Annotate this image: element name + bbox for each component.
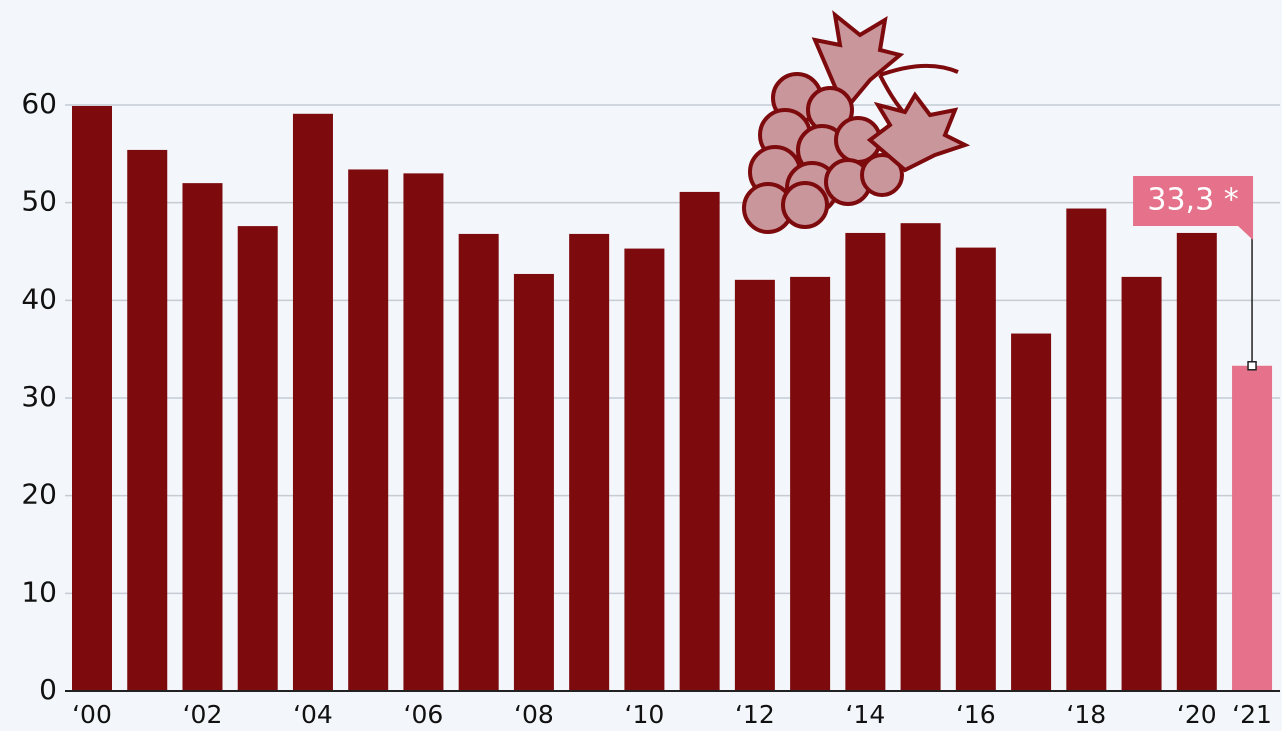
- y-tick-label: 60: [21, 87, 57, 120]
- y-tick-label: 0: [39, 673, 57, 706]
- bar: [238, 226, 278, 691]
- bar: [1011, 334, 1051, 691]
- bar: [1066, 209, 1106, 691]
- x-tick-label: ‘00: [72, 700, 112, 729]
- y-tick-label: 30: [21, 380, 57, 413]
- bar: [459, 234, 499, 691]
- value-label: 33,3 *: [1147, 183, 1238, 218]
- x-tick-label: ‘14: [845, 700, 885, 729]
- x-tick-label: ‘20: [1177, 700, 1217, 729]
- bar: [127, 150, 167, 691]
- bar: [72, 106, 112, 691]
- x-tick-label: ‘16: [956, 700, 996, 729]
- bar: [790, 277, 830, 691]
- bar: [1177, 233, 1217, 691]
- x-tick-label: ‘04: [293, 700, 333, 729]
- bar: [1232, 366, 1272, 691]
- bar: [403, 173, 443, 691]
- chart: 0 10 20 30 40 50 60 ‘00 ‘02 ‘04 ‘06 ‘08 ‘10 ‘12 ‘14 ‘16…: [0, 0, 1282, 731]
- bar: [569, 234, 609, 691]
- y-tick-label: 50: [21, 185, 57, 218]
- x-tick-label: ‘08: [514, 700, 554, 729]
- bar: [182, 183, 222, 691]
- x-tick-label: ‘06: [404, 700, 444, 729]
- x-tick-label: ‘12: [735, 700, 775, 729]
- y-tick-label: 10: [21, 575, 57, 608]
- bar: [348, 169, 388, 691]
- bar: [956, 248, 996, 691]
- bar: [845, 233, 885, 691]
- bar: [1122, 277, 1162, 691]
- bar: [680, 192, 720, 691]
- x-tick-label: ‘02: [183, 700, 223, 729]
- bar: [514, 274, 554, 691]
- x-tick-label: ‘18: [1066, 700, 1106, 729]
- bar: [293, 114, 333, 691]
- bar: [624, 249, 664, 691]
- y-tick-label: 20: [21, 478, 57, 511]
- x-tick-label: ‘21: [1232, 700, 1272, 729]
- y-tick-label: 40: [21, 282, 57, 315]
- bar: [901, 223, 941, 691]
- x-tick-label: ‘10: [625, 700, 665, 729]
- bar: [735, 280, 775, 691]
- annotation-marker: [1248, 362, 1256, 370]
